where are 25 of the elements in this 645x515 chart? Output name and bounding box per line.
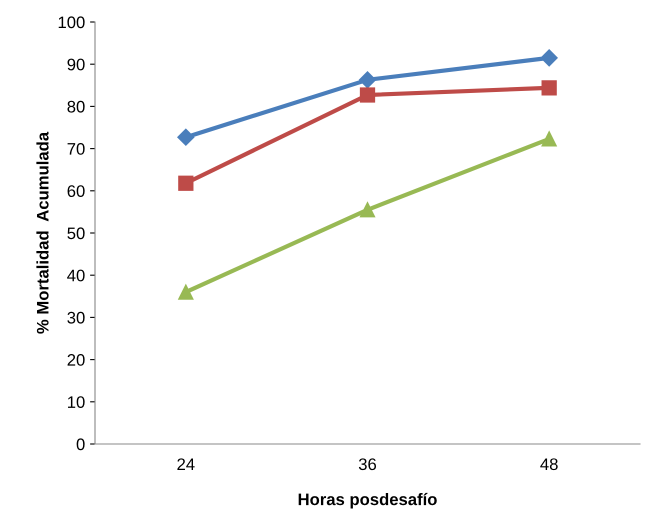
point bbox=[177, 128, 194, 146]
point bbox=[540, 49, 558, 66]
y-tick-label: 20 bbox=[68, 354, 85, 366]
y-tick-label: 70 bbox=[68, 143, 85, 155]
point bbox=[178, 284, 194, 300]
y-axis-title: % Mortalidad Acumulada bbox=[36, 132, 49, 334]
x-tick-label: 24 bbox=[177, 458, 195, 470]
y-tick-label: 80 bbox=[67, 100, 85, 113]
y-tick-label: 10 bbox=[68, 396, 85, 408]
point bbox=[360, 87, 376, 103]
y-tick-label: 90 bbox=[68, 58, 85, 70]
point bbox=[178, 176, 194, 191]
y-tick-label: 100 bbox=[58, 16, 85, 28]
y-tick-label: 60 bbox=[68, 185, 85, 198]
point bbox=[542, 80, 557, 96]
y-tick-label: 30 bbox=[67, 312, 85, 324]
point bbox=[542, 131, 557, 147]
y-tick-label: 50 bbox=[67, 227, 85, 240]
x-tick-label: 36 bbox=[358, 458, 376, 470]
x-axis-title: Horas posdesafío bbox=[298, 492, 437, 509]
y-tick-label: 0 bbox=[76, 438, 85, 450]
point bbox=[360, 202, 376, 218]
point bbox=[358, 71, 376, 88]
x-tick-label: 48 bbox=[540, 458, 558, 470]
y-tick-label: 40 bbox=[67, 270, 85, 282]
